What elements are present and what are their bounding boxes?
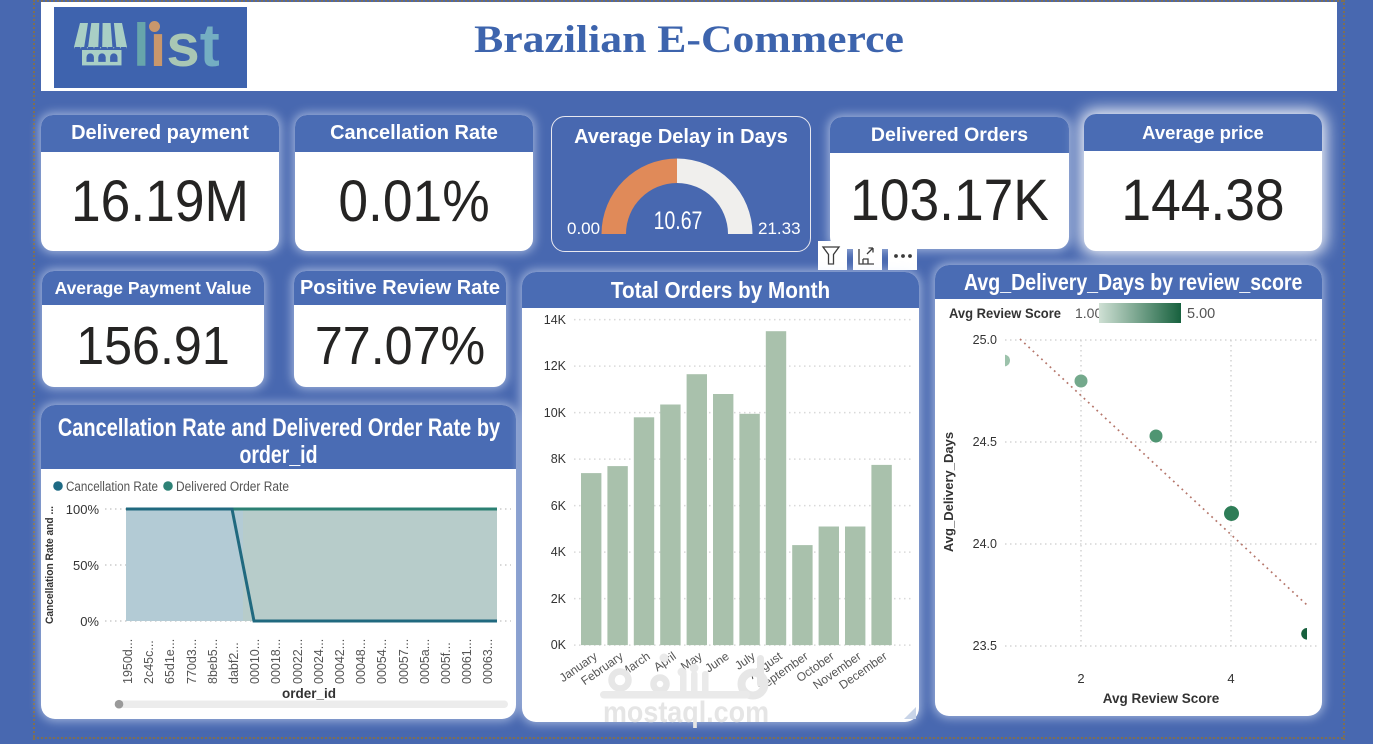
svg-text:mostaql.com: mostaql.com <box>603 696 769 729</box>
svg-text:00024...: 00024... <box>312 639 326 684</box>
svg-text:00010...: 00010... <box>248 639 262 684</box>
svg-text:Avg Review Score: Avg Review Score <box>1103 691 1220 706</box>
svg-text:dabf2...: dabf2... <box>227 642 241 684</box>
svg-text:24.0: 24.0 <box>973 537 997 551</box>
svg-text:0%: 0% <box>80 614 99 629</box>
svg-text:Avg_Delivery_Days: Avg_Delivery_Days <box>941 432 956 552</box>
svg-text:00018...: 00018... <box>269 639 283 684</box>
svg-text:10K: 10K <box>544 406 567 420</box>
svg-text:25.0: 25.0 <box>973 333 997 347</box>
svg-text:2c45c...: 2c45c... <box>142 640 156 684</box>
svg-text:50%: 50% <box>73 558 99 573</box>
svg-text:4: 4 <box>1227 671 1234 686</box>
svg-text:0005a...: 0005a... <box>418 639 432 684</box>
svg-text:2K: 2K <box>551 592 567 606</box>
svg-text:4K: 4K <box>551 545 567 559</box>
svg-text:00061...: 00061... <box>460 639 474 684</box>
svg-text:00022...: 00022... <box>291 639 305 684</box>
svg-text:770d3...: 770d3... <box>185 639 199 684</box>
svg-text:0K: 0K <box>551 638 567 652</box>
svg-text:Avg Review Score: Avg Review Score <box>949 305 1061 321</box>
svg-text:65d1e...: 65d1e... <box>163 639 177 684</box>
svg-text:Cancellation Rate: Cancellation Rate <box>66 479 158 494</box>
svg-text:100%: 100% <box>66 502 100 517</box>
svg-text:00057...: 00057... <box>397 639 411 684</box>
svg-text:14K: 14K <box>544 313 567 327</box>
svg-text:5.00: 5.00 <box>1187 306 1215 322</box>
svg-text:23.5: 23.5 <box>973 639 997 653</box>
svg-text:2: 2 <box>1077 671 1084 686</box>
svg-text:8K: 8K <box>551 452 567 466</box>
svg-text:Delivered Order Rate: Delivered Order Rate <box>176 479 289 494</box>
svg-text:0005f...: 0005f... <box>439 642 453 684</box>
svg-text:order_id: order_id <box>282 686 336 701</box>
svg-text:12K: 12K <box>544 359 567 373</box>
svg-text:00048...: 00048... <box>354 639 368 684</box>
svg-text:6K: 6K <box>551 499 567 513</box>
svg-text:Cancellation Rate and ...: Cancellation Rate and ... <box>44 506 56 624</box>
svg-text:00063...: 00063... <box>481 639 495 684</box>
svg-text:24.5: 24.5 <box>973 435 997 449</box>
svg-text:00042...: 00042... <box>333 639 347 684</box>
svg-text:00054...: 00054... <box>375 639 389 684</box>
svg-text:8beb5...: 8beb5... <box>206 639 220 684</box>
svg-text:1950d...: 1950d... <box>121 639 135 684</box>
svg-text:1.00: 1.00 <box>1075 305 1102 321</box>
